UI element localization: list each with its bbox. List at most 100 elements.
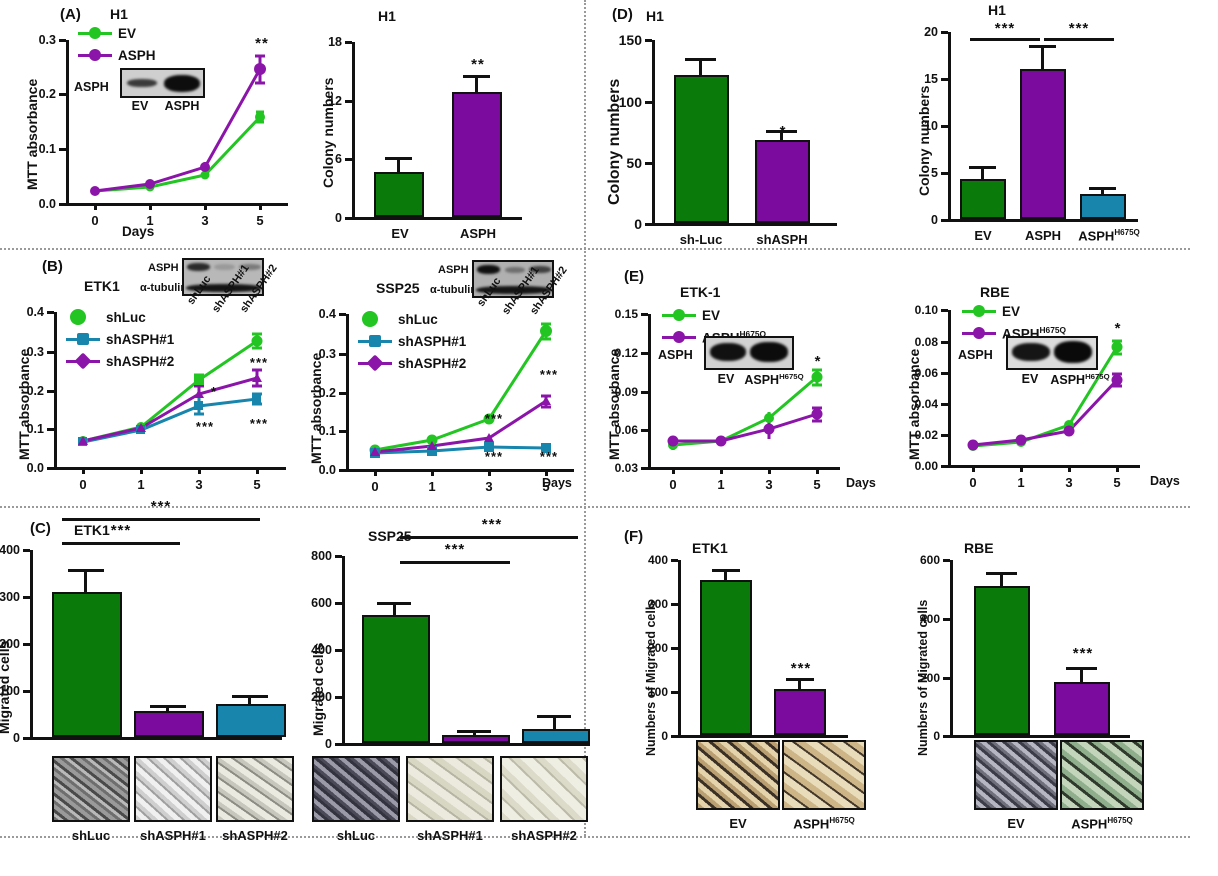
y-tick-label: 0.12 — [614, 346, 638, 360]
y-tick-label: 0.00 — [914, 459, 938, 473]
y-axis — [342, 556, 345, 746]
x-axis — [352, 217, 522, 220]
x-tick — [1116, 465, 1119, 472]
y-tick — [941, 125, 948, 128]
x-tick — [488, 469, 491, 476]
y-tick-label: 0.1 — [318, 424, 336, 438]
significance-marker: *** — [195, 419, 215, 434]
legend-marker-green — [962, 304, 996, 318]
error-cap — [986, 572, 1017, 575]
significance-marker: * — [210, 384, 218, 399]
blot-lane-label: EV — [717, 372, 735, 386]
legend-item-ev: EV — [78, 22, 156, 44]
y-tick-label: 0.02 — [914, 428, 938, 442]
y-tick — [59, 148, 66, 151]
blot-row-label-asph: ASPH — [74, 80, 109, 94]
error-bar — [397, 160, 400, 172]
chart-f-right-plot: 0 200 400 600 *** — [920, 553, 1130, 746]
significance-marker: ** — [255, 35, 269, 52]
chart-c-right-title: SSP25 — [368, 528, 412, 544]
significance-marker: *** — [249, 355, 269, 370]
x-axis — [342, 743, 590, 746]
y-tick-label: 12 — [328, 94, 342, 108]
chart-f-right-title: RBE — [964, 540, 994, 556]
y-axis — [648, 314, 651, 470]
y-tick — [23, 643, 30, 646]
y-tick — [943, 677, 950, 680]
y-tick-label: 0 — [931, 213, 938, 227]
significance-marker: *** — [790, 660, 812, 677]
y-tick-label: 0.1 — [26, 422, 44, 436]
y-tick — [641, 313, 648, 316]
legend-marker-teal — [66, 332, 100, 346]
chart-a-plot: 0.0 0.1 0.2 0.3 0 1 3 5 — [39, 33, 288, 228]
x-tick — [198, 467, 201, 474]
x-axis — [948, 465, 1140, 468]
x-tick — [256, 467, 259, 474]
legend-item-shasph1: shASPH#1 — [358, 330, 466, 352]
x-tick-label: 1 — [146, 213, 154, 228]
legend-label: shLuc — [398, 311, 438, 327]
x-tick — [94, 203, 97, 210]
y-tick — [47, 428, 54, 431]
y-tick-label: 0.0 — [38, 197, 56, 211]
x-tick-label: sh-Luc — [679, 232, 723, 247]
x-tick — [672, 467, 675, 474]
legend-item-shasph2: shASPH#2 — [358, 352, 466, 374]
y-tick-label: 100 — [0, 684, 20, 698]
error-cap — [766, 130, 797, 133]
bar-ev — [700, 580, 752, 735]
chart-e-right-title: RBE — [980, 284, 1010, 300]
y-tick-label: 200 — [0, 637, 20, 651]
y-tick — [645, 101, 652, 104]
y-tick-label: 0.04 — [914, 397, 938, 411]
chart-a-yaxis — [66, 40, 69, 206]
y-tick-label: 0.3 — [26, 345, 44, 359]
bar-shluc — [362, 615, 430, 743]
x-tick-label: 0 — [91, 213, 99, 228]
divider-horizontal-mid — [0, 506, 1190, 508]
x-tick — [140, 467, 143, 474]
chart-a-legend: EV ASPH — [78, 22, 156, 66]
error-cap — [463, 75, 490, 78]
y-axis — [678, 560, 681, 738]
chart-a-mtt: H1 MTT absorbance Days 0.0 0.1 0.2 0.3 0… — [0, 0, 290, 248]
chart-b-left-ylabel: MTT absorbance — [16, 348, 32, 460]
significance-marker: ** — [471, 56, 485, 73]
panel-letter-e: (E) — [624, 268, 644, 285]
chart-e-left-ylabel: MTT absorbance — [606, 348, 622, 460]
error-bar — [798, 681, 801, 689]
y-tick-label: 50 — [626, 155, 642, 171]
bar-ev — [974, 586, 1030, 735]
y-tick — [941, 465, 948, 468]
x-tick — [374, 469, 377, 476]
series-line-shluc — [374, 330, 548, 452]
y-tick-label: 0.15 — [614, 307, 638, 321]
y-axis — [950, 560, 953, 738]
y-tick — [47, 351, 54, 354]
blot-lane-label-sup: H675Q — [779, 372, 804, 381]
migration-photo-shasph2 — [500, 756, 588, 822]
x-tick — [972, 465, 975, 472]
chart-e-left-plot: 0.03 0.06 0.09 0.12 0.15 0 1 3 5 — [615, 307, 840, 492]
chart-e-right-series — [967, 339, 1123, 451]
x-tick — [259, 203, 262, 210]
bar-shasph — [755, 140, 810, 223]
panel-letter-c: (C) — [30, 520, 51, 537]
bar-ev — [374, 172, 424, 217]
blot-row-label-tubulin: α-tubulin — [140, 282, 188, 294]
y-tick-label: 600 — [919, 553, 940, 567]
y-tick-label: 0.4 — [318, 307, 336, 321]
y-tick-label: 6 — [335, 152, 342, 166]
y-tick — [59, 203, 66, 206]
error-bar — [84, 572, 87, 592]
blot-band — [1054, 341, 1092, 363]
y-tick-label: 0.2 — [38, 87, 56, 101]
bar-ev — [960, 179, 1006, 219]
error-cap — [232, 695, 268, 698]
error-bar — [1000, 575, 1003, 586]
chart-a-colony-plot: 0 6 12 18 ** EV ASPH — [328, 35, 522, 241]
y-tick-label: 200 — [647, 641, 668, 655]
y-tick-label: 5 — [931, 166, 938, 180]
y-tick — [941, 31, 948, 34]
